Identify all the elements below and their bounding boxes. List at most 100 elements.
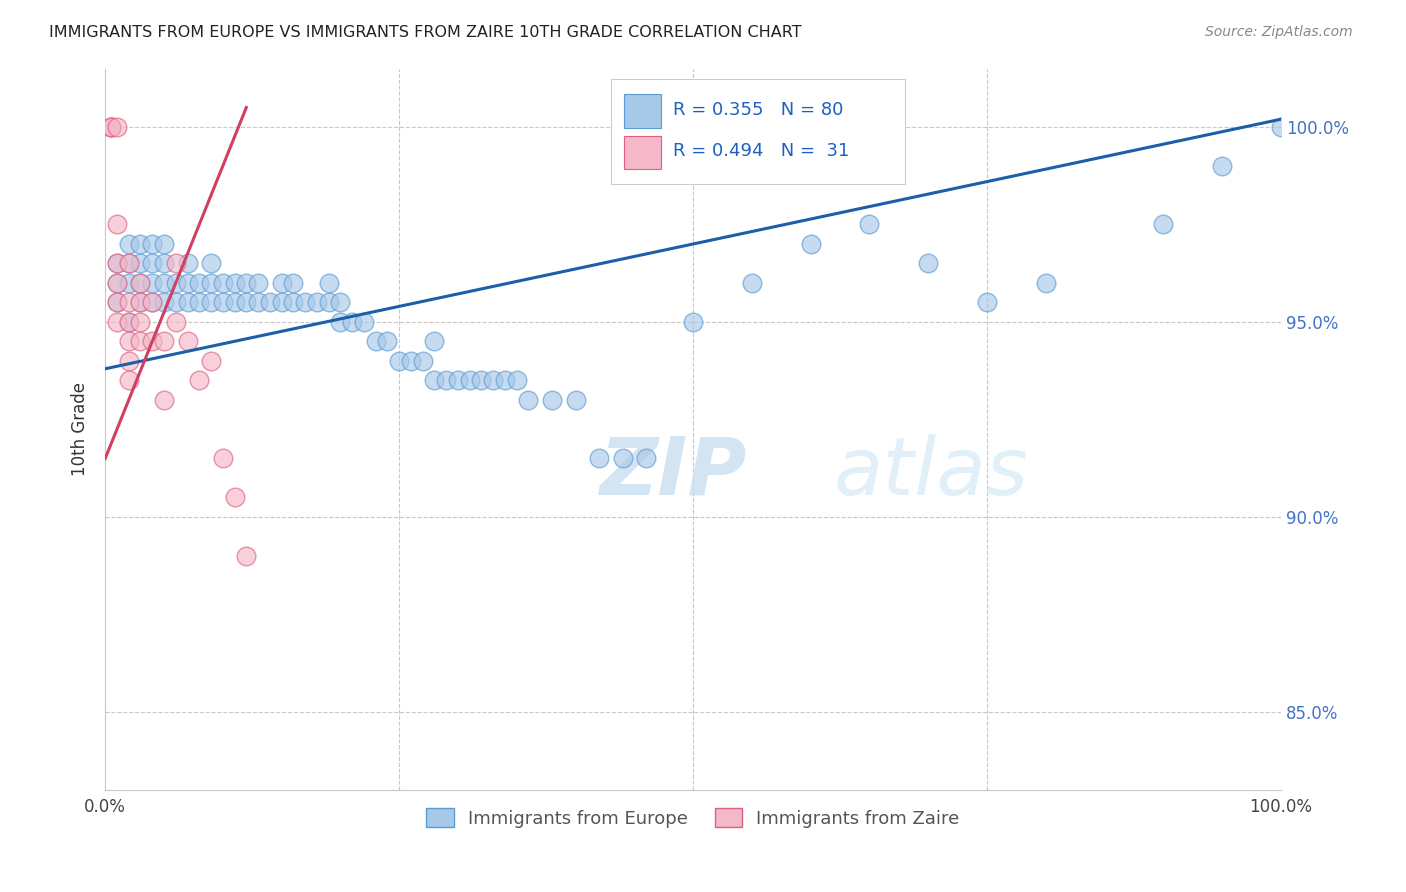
Point <box>318 276 340 290</box>
Point <box>494 374 516 388</box>
Point <box>188 276 211 290</box>
Point <box>412 354 434 368</box>
Point <box>105 315 128 329</box>
Text: R = 0.355   N = 80: R = 0.355 N = 80 <box>673 102 844 120</box>
Point <box>118 256 141 270</box>
Point <box>329 295 352 310</box>
Point <box>100 120 122 134</box>
Point <box>364 334 387 349</box>
Point <box>129 276 152 290</box>
Point <box>105 256 128 270</box>
Point <box>211 451 233 466</box>
Y-axis label: 10th Grade: 10th Grade <box>72 382 89 476</box>
Point <box>235 295 257 310</box>
Point <box>141 334 163 349</box>
Point <box>200 276 222 290</box>
Point <box>247 276 270 290</box>
Point <box>800 237 823 252</box>
Point <box>200 256 222 270</box>
Point <box>588 451 610 466</box>
Point <box>118 256 141 270</box>
Point <box>129 295 152 310</box>
Point <box>176 334 198 349</box>
Point <box>283 276 305 290</box>
Point <box>118 315 141 329</box>
Point <box>118 276 141 290</box>
Point <box>105 218 128 232</box>
Point <box>283 295 305 310</box>
Point <box>176 256 198 270</box>
Point <box>165 276 187 290</box>
Text: R = 0.494   N =  31: R = 0.494 N = 31 <box>673 143 849 161</box>
Text: ZIP: ZIP <box>599 434 747 511</box>
Point <box>423 374 446 388</box>
Point <box>858 218 880 232</box>
Point <box>294 295 316 310</box>
Point <box>423 334 446 349</box>
Point <box>517 392 540 407</box>
Point <box>153 276 176 290</box>
Point <box>176 276 198 290</box>
Point <box>153 392 176 407</box>
Text: atlas: atlas <box>834 434 1029 511</box>
Text: IMMIGRANTS FROM EUROPE VS IMMIGRANTS FROM ZAIRE 10TH GRADE CORRELATION CHART: IMMIGRANTS FROM EUROPE VS IMMIGRANTS FRO… <box>49 25 801 40</box>
Point <box>224 295 246 310</box>
Point <box>100 120 122 134</box>
Point <box>270 295 292 310</box>
Point <box>353 315 375 329</box>
Point <box>235 276 257 290</box>
Point <box>482 374 505 388</box>
Point <box>105 120 128 134</box>
Point <box>141 295 163 310</box>
Point <box>100 120 122 134</box>
Point <box>377 334 399 349</box>
Point <box>118 315 141 329</box>
Text: Source: ZipAtlas.com: Source: ZipAtlas.com <box>1205 25 1353 39</box>
Point <box>141 256 163 270</box>
Point <box>129 276 152 290</box>
Point <box>188 295 211 310</box>
Point <box>165 256 187 270</box>
Point <box>141 295 163 310</box>
Point <box>399 354 422 368</box>
Point <box>1035 276 1057 290</box>
Point <box>1270 120 1292 134</box>
Point <box>153 334 176 349</box>
Point <box>118 334 141 349</box>
Point <box>388 354 411 368</box>
Point <box>564 392 586 407</box>
Point <box>470 374 492 388</box>
Legend: Immigrants from Europe, Immigrants from Zaire: Immigrants from Europe, Immigrants from … <box>419 801 967 835</box>
Point <box>153 295 176 310</box>
Point <box>105 295 128 310</box>
Point <box>224 491 246 505</box>
Point <box>211 276 233 290</box>
FancyBboxPatch shape <box>624 95 661 128</box>
Point <box>976 295 998 310</box>
Point <box>917 256 939 270</box>
Point <box>153 237 176 252</box>
Point <box>118 237 141 252</box>
Point <box>340 315 363 329</box>
Point <box>506 374 529 388</box>
Point <box>1211 159 1233 173</box>
Point <box>682 315 704 329</box>
Point <box>259 295 281 310</box>
Point <box>129 334 152 349</box>
Point <box>129 295 152 310</box>
Point <box>458 374 481 388</box>
Point <box>118 354 141 368</box>
Point <box>1152 218 1174 232</box>
Point <box>176 295 198 310</box>
Point <box>318 295 340 310</box>
Point <box>235 549 257 563</box>
Point <box>200 354 222 368</box>
Point <box>270 276 292 290</box>
Point <box>153 256 176 270</box>
Point <box>118 295 141 310</box>
Point <box>434 374 457 388</box>
Point <box>105 276 128 290</box>
Point <box>165 315 187 329</box>
Point <box>118 374 141 388</box>
FancyBboxPatch shape <box>624 136 661 169</box>
